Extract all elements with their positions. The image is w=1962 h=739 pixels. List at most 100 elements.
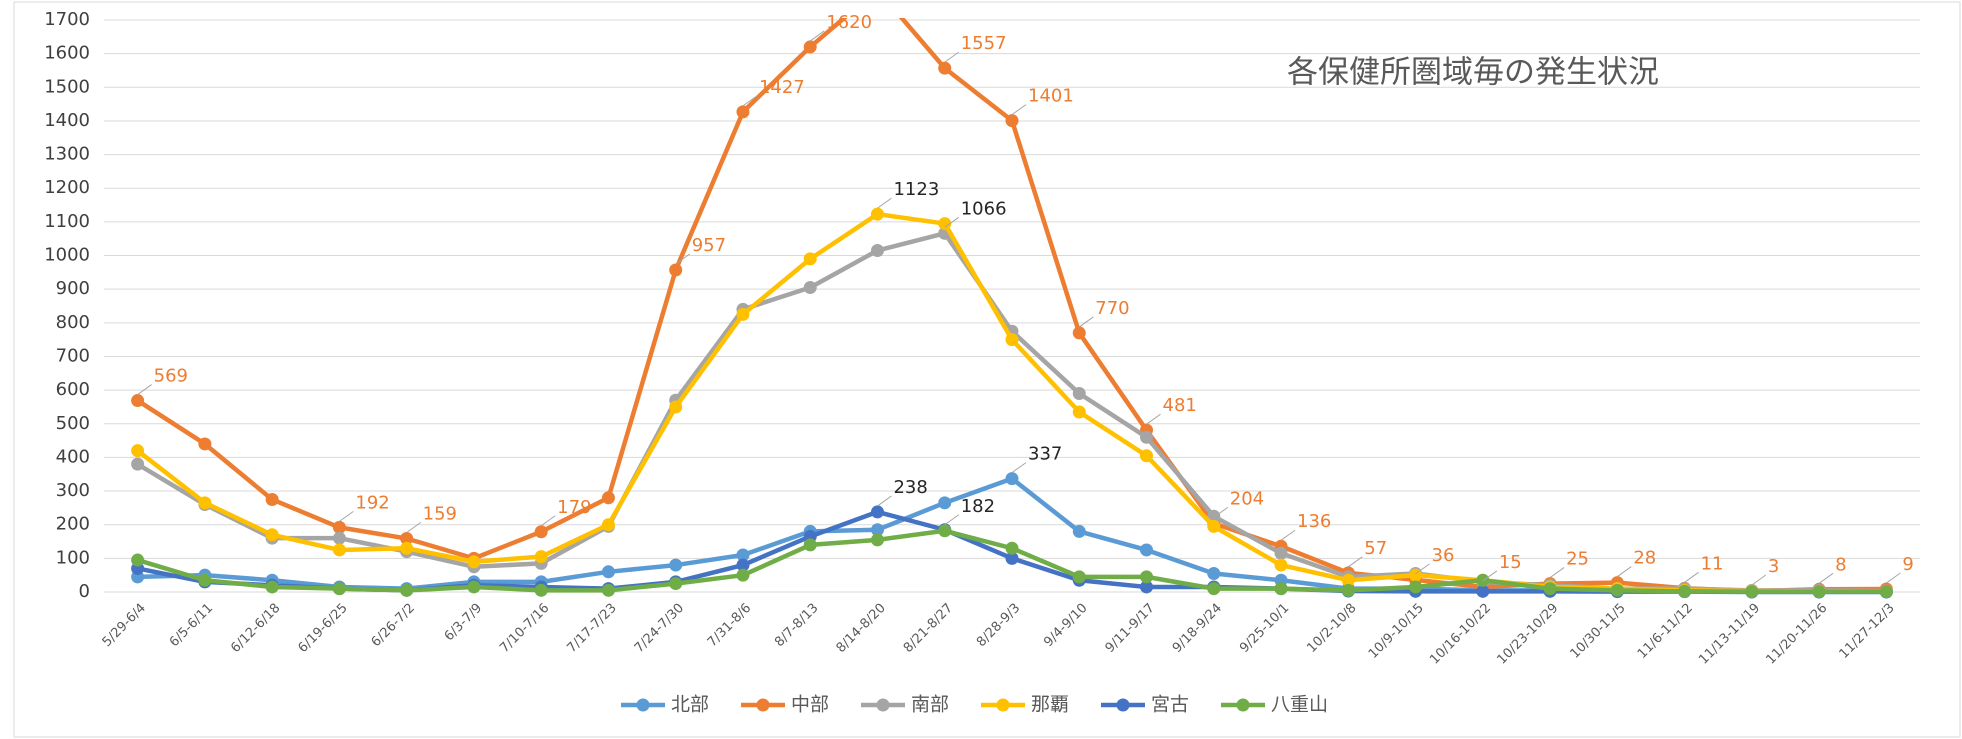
- data-point: [669, 400, 683, 414]
- data-point: [601, 565, 615, 579]
- data-point: [1476, 584, 1490, 598]
- y-tick-label: 800: [56, 312, 90, 333]
- data-point: [1341, 573, 1355, 587]
- label-leader: [944, 216, 960, 228]
- data-point: [1678, 584, 1692, 598]
- data-point: [332, 582, 346, 596]
- data-point: [1207, 566, 1221, 580]
- data-point: [601, 583, 615, 597]
- data-point: [1005, 114, 1019, 128]
- data-label: 15: [1499, 552, 1522, 573]
- data-point: [736, 558, 750, 572]
- data-label: 1620: [826, 12, 872, 33]
- legend-label: 那覇: [1031, 694, 1069, 716]
- legend-marker: [636, 698, 650, 712]
- data-point: [1140, 543, 1154, 557]
- data-label: 192: [355, 492, 389, 513]
- label-leader: [1213, 506, 1229, 518]
- label-leader: [540, 515, 556, 527]
- y-tick-label: 900: [56, 278, 90, 299]
- label-leader: [1011, 462, 1027, 474]
- data-point: [1072, 405, 1086, 419]
- data-point: [1745, 585, 1759, 599]
- data-label: 1427: [759, 77, 805, 98]
- legend-marker: [996, 698, 1010, 712]
- data-point: [870, 243, 884, 257]
- label-leader: [1751, 574, 1767, 586]
- y-tick-label: 100: [56, 547, 90, 568]
- legend-marker: [1236, 698, 1250, 712]
- legend-item: 宮古: [1101, 694, 1189, 716]
- data-point: [870, 533, 884, 547]
- label-leader: [742, 95, 758, 107]
- data-label: 8: [1835, 554, 1846, 575]
- y-tick-label: 1600: [44, 43, 90, 64]
- data-label: 179: [557, 497, 591, 518]
- data-point: [938, 217, 952, 231]
- data-point: [1072, 524, 1086, 538]
- data-point: [1274, 582, 1288, 596]
- y-tick-label: 1100: [44, 211, 90, 232]
- data-point: [1812, 585, 1826, 599]
- data-label: 238: [893, 477, 927, 498]
- label-leader: [1280, 529, 1296, 541]
- data-point: [400, 583, 414, 597]
- data-point: [1409, 580, 1423, 594]
- label-leader: [339, 510, 354, 522]
- label-leader: [1886, 572, 1901, 584]
- data-label: 25: [1566, 549, 1589, 570]
- legend-label: 南部: [911, 694, 949, 716]
- data-label: 3: [1768, 556, 1779, 577]
- label-leader: [1348, 556, 1363, 568]
- y-tick-label: 400: [56, 446, 90, 467]
- label-leader: [1011, 104, 1027, 116]
- y-tick-label: 700: [56, 345, 90, 366]
- data-label: 1123: [893, 179, 939, 200]
- data-point: [601, 518, 615, 532]
- data-point: [1207, 582, 1221, 596]
- data-point: [1005, 472, 1019, 486]
- label-leader: [137, 384, 152, 395]
- data-point: [669, 263, 683, 277]
- data-point: [736, 307, 750, 321]
- data-label: 28: [1633, 548, 1656, 569]
- label-leader: [809, 30, 825, 42]
- data-point: [1072, 386, 1086, 400]
- data-point: [1140, 580, 1154, 594]
- legend-label: 北部: [671, 694, 709, 716]
- data-point: [1274, 558, 1288, 572]
- data-label: 204: [1230, 488, 1264, 509]
- data-point: [669, 577, 683, 591]
- data-point: [1476, 573, 1490, 587]
- data-point: [265, 492, 279, 506]
- data-label: 569: [154, 366, 188, 387]
- data-point: [1274, 546, 1288, 560]
- data-point: [601, 491, 615, 505]
- label-leader: [1482, 570, 1498, 582]
- label-leader: [1078, 316, 1094, 328]
- data-point: [669, 558, 683, 572]
- data-point: [736, 548, 750, 562]
- data-point: [400, 532, 414, 546]
- data-point: [736, 105, 750, 119]
- y-tick-label: 600: [56, 379, 90, 400]
- y-tick-label: 1700: [44, 9, 90, 30]
- data-point: [1005, 551, 1019, 565]
- label-leader: [1415, 563, 1430, 575]
- data-label: 136: [1297, 511, 1331, 532]
- label-leader: [944, 514, 960, 526]
- data-point: [870, 207, 884, 221]
- data-point: [1879, 585, 1893, 599]
- data-label: 1066: [961, 198, 1007, 219]
- data-point: [803, 538, 817, 552]
- data-label: 159: [423, 504, 457, 525]
- label-leader: [1684, 571, 1699, 583]
- y-tick-label: 1400: [44, 110, 90, 131]
- data-label: 1401: [1028, 86, 1074, 107]
- data-point: [534, 583, 548, 597]
- data-label: 337: [1028, 444, 1062, 465]
- label-leader: [1549, 567, 1565, 578]
- legend-marker: [756, 698, 770, 712]
- y-tick-label: 1500: [44, 76, 90, 97]
